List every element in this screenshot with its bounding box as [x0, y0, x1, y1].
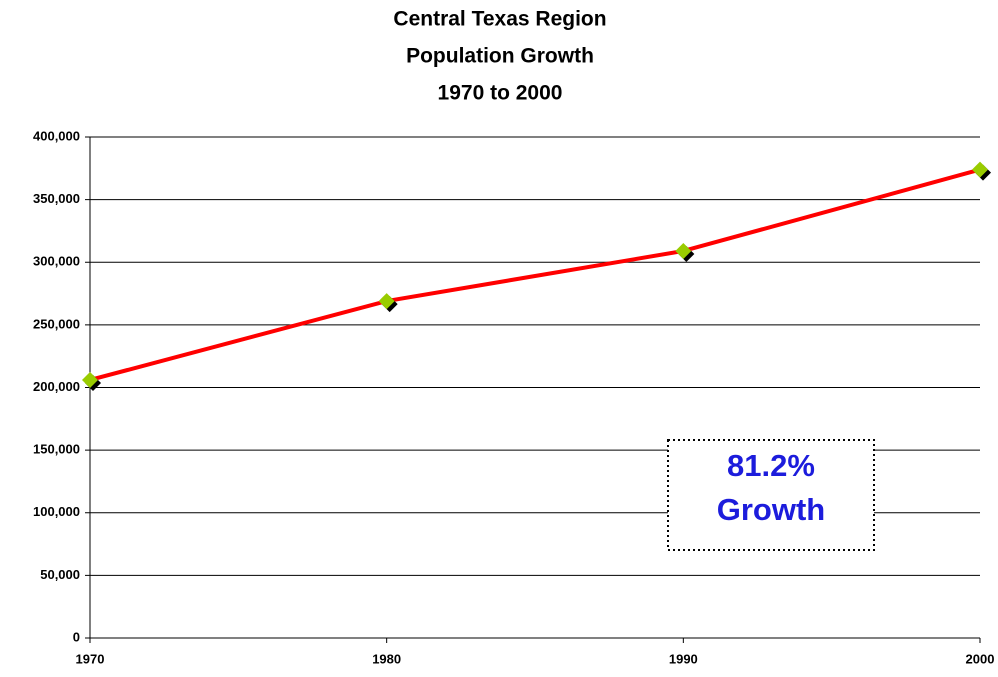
marker: [82, 371, 98, 388]
annotation: Growth: [717, 492, 826, 527]
x-tick-label: 1990: [669, 651, 698, 666]
y-tick-label: 50,000: [40, 567, 80, 582]
chart-title: Population Growth: [406, 45, 594, 68]
chart-title: Central Texas Region: [393, 8, 606, 31]
marker: [972, 161, 988, 178]
annotation-box: [667, 439, 875, 551]
x-tick-label: 2000: [966, 651, 995, 666]
y-tick-label: 250,000: [33, 316, 80, 331]
y-tick-label: 200,000: [33, 379, 80, 394]
y-tick-label: 0: [73, 629, 80, 644]
marker: [378, 293, 395, 310]
y-tick-label: 150,000: [33, 442, 80, 457]
x-tick-label: 1970: [76, 651, 105, 666]
chart-title: 1970 to 2000: [438, 82, 563, 105]
y-tick-label: 400,000: [33, 128, 80, 143]
annotation: 81.2%: [727, 448, 815, 483]
y-tick-label: 300,000: [33, 254, 80, 269]
line-series: [89, 167, 981, 382]
x-tick-label: 1980: [372, 651, 401, 666]
y-tick-label: 350,000: [33, 191, 80, 206]
y-tick-label: 100,000: [33, 504, 80, 519]
marker: [675, 242, 692, 259]
